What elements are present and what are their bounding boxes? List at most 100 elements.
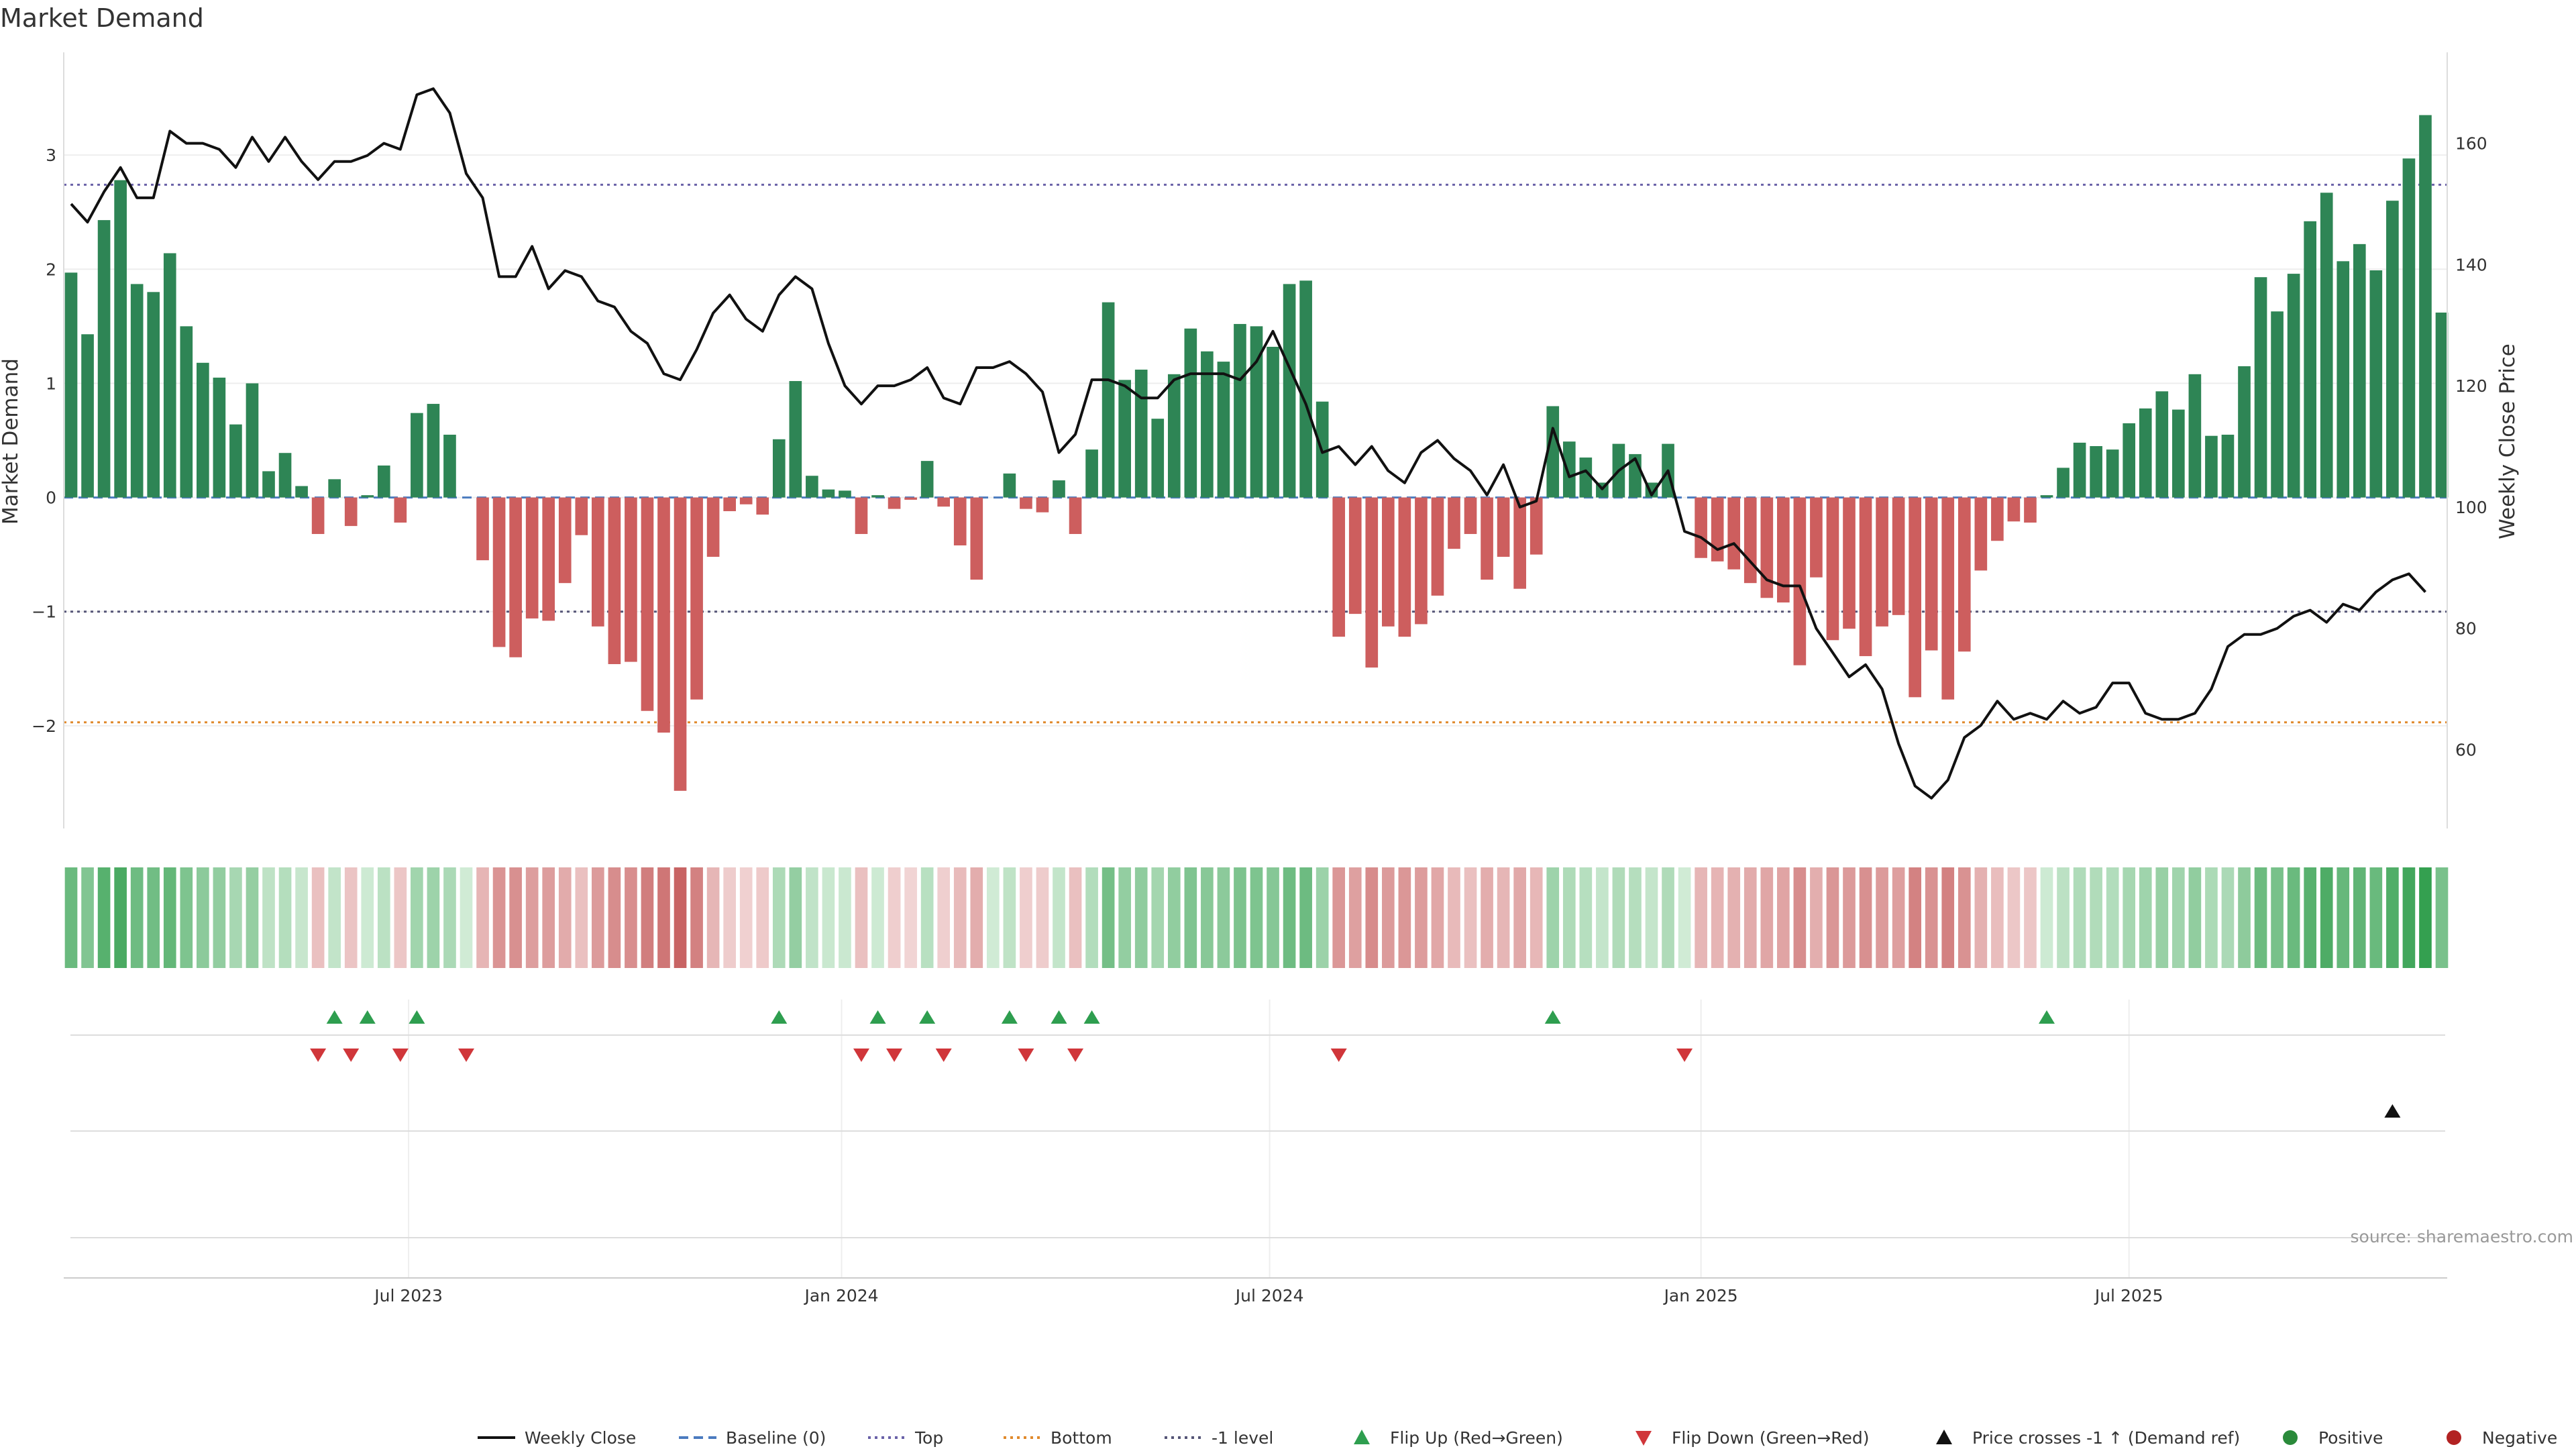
demand-bar bbox=[888, 497, 901, 509]
legend-item: Negative bbox=[2447, 1428, 2557, 1448]
legend-item: Positive bbox=[2283, 1428, 2383, 1448]
heat-cell bbox=[427, 867, 440, 968]
heat-cell bbox=[246, 867, 259, 968]
demand-bar bbox=[2024, 497, 2037, 523]
demand-bar bbox=[2221, 434, 2235, 498]
heat-cell bbox=[1991, 867, 2004, 968]
right-tick-label: 120 bbox=[2455, 376, 2487, 396]
demand-bar bbox=[1974, 497, 1988, 571]
heat-cell bbox=[1102, 867, 1115, 968]
flip-down-marker bbox=[935, 1049, 952, 1062]
heat-cell bbox=[1892, 867, 1905, 968]
demand-bar bbox=[1299, 280, 1312, 498]
heat-cell bbox=[1448, 867, 1460, 968]
demand-bar bbox=[1579, 458, 1593, 498]
demand-bar bbox=[1332, 497, 1346, 637]
heat-cell bbox=[1579, 867, 1593, 968]
demand-bar bbox=[1267, 346, 1279, 498]
heat-cell bbox=[888, 867, 901, 968]
heat-cell bbox=[1497, 867, 1510, 968]
heat-cell bbox=[443, 867, 456, 968]
demand-bar bbox=[1481, 497, 1493, 580]
legend-label: Price crosses -1 ↑ (Demand ref) bbox=[1972, 1428, 2240, 1448]
demand-bar bbox=[476, 497, 489, 561]
heat-cell bbox=[1957, 867, 1971, 968]
demand-bar bbox=[1053, 480, 1065, 498]
heat-cell bbox=[377, 867, 390, 968]
demand-bar bbox=[871, 495, 884, 498]
heat-cell bbox=[2435, 867, 2449, 968]
heat-cell bbox=[2419, 867, 2432, 968]
heat-cell bbox=[1529, 867, 1543, 968]
heat-cell bbox=[328, 867, 341, 968]
demand-bar bbox=[2090, 446, 2102, 498]
heat-cell bbox=[1695, 867, 1707, 968]
heat-cell bbox=[690, 867, 703, 968]
left-tick-label: 3 bbox=[46, 146, 56, 165]
demand-bar bbox=[1743, 497, 1757, 584]
heat-cell bbox=[2155, 867, 2169, 968]
demand-bar bbox=[2254, 277, 2267, 498]
demand-bar bbox=[2188, 374, 2202, 498]
flip-down-marker bbox=[343, 1049, 360, 1062]
heat-cell bbox=[2402, 867, 2416, 968]
heat-cell bbox=[1925, 867, 1938, 968]
heat-cell bbox=[1201, 867, 1214, 968]
heat-cell bbox=[2353, 867, 2366, 968]
price-cross-marker bbox=[2384, 1104, 2401, 1118]
demand-bar bbox=[1036, 497, 1049, 513]
heat-cell bbox=[2287, 867, 2300, 968]
flip-up-marker bbox=[919, 1010, 936, 1024]
legend-label: Negative bbox=[2482, 1428, 2557, 1448]
legend-item: Bottom bbox=[1004, 1428, 1112, 1448]
heat-cell bbox=[1760, 867, 1774, 968]
heat-cell bbox=[625, 867, 637, 968]
flip-down-marker bbox=[1067, 1049, 1084, 1062]
legend-item: Weekly Close bbox=[478, 1428, 636, 1448]
demand-bar bbox=[1777, 497, 1790, 603]
legend-label: Baseline (0) bbox=[726, 1428, 826, 1448]
demand-bar bbox=[1398, 497, 1411, 637]
legend-swatch bbox=[1354, 1430, 1370, 1444]
heat-cell bbox=[1184, 867, 1197, 968]
left-tick-label: −2 bbox=[32, 716, 56, 736]
x-tick-label: Jul 2025 bbox=[2094, 1286, 2163, 1305]
heat-cell bbox=[1167, 867, 1181, 968]
x-tick-label: Jan 2025 bbox=[1663, 1286, 1738, 1305]
heat-cell bbox=[1250, 867, 1263, 968]
demand-bar bbox=[1348, 497, 1362, 614]
heat-cell bbox=[1020, 867, 1032, 968]
heat-cell bbox=[295, 867, 308, 968]
left-axis: −2 −1 0 1 2 3 bbox=[32, 52, 64, 828]
demand-bar bbox=[2106, 449, 2119, 498]
demand-bar bbox=[1793, 497, 1807, 665]
demand-bar bbox=[1151, 419, 1165, 498]
heat-cell bbox=[542, 867, 555, 968]
heat-cell bbox=[213, 867, 226, 968]
flip-down-marker bbox=[886, 1049, 903, 1062]
heat-cell bbox=[723, 867, 736, 968]
demand-bar bbox=[1546, 406, 1560, 498]
demand-bar bbox=[2353, 244, 2366, 498]
demand-bar bbox=[377, 465, 390, 498]
demand-bar bbox=[1941, 497, 1955, 700]
heat-cell bbox=[2106, 867, 2119, 968]
heat-cell bbox=[822, 867, 835, 968]
heat-cell bbox=[1793, 867, 1807, 968]
heat-cell bbox=[1151, 867, 1165, 968]
heat-cell bbox=[1711, 867, 1724, 968]
heat-cell bbox=[229, 867, 242, 968]
demand-bar bbox=[739, 497, 753, 504]
demand-bar bbox=[1562, 441, 1576, 498]
flip-up-marker bbox=[1544, 1010, 1561, 1024]
heat-cell bbox=[608, 867, 621, 968]
flip-up-marker bbox=[359, 1010, 376, 1024]
heat-cell bbox=[1513, 867, 1526, 968]
heat-cell bbox=[1562, 867, 1576, 968]
left-tick-label: −1 bbox=[32, 602, 56, 622]
demand-bar bbox=[1184, 328, 1197, 498]
legend-swatch bbox=[1635, 1431, 1652, 1446]
demand-bar bbox=[295, 486, 308, 498]
demand-bar bbox=[1859, 497, 1872, 657]
